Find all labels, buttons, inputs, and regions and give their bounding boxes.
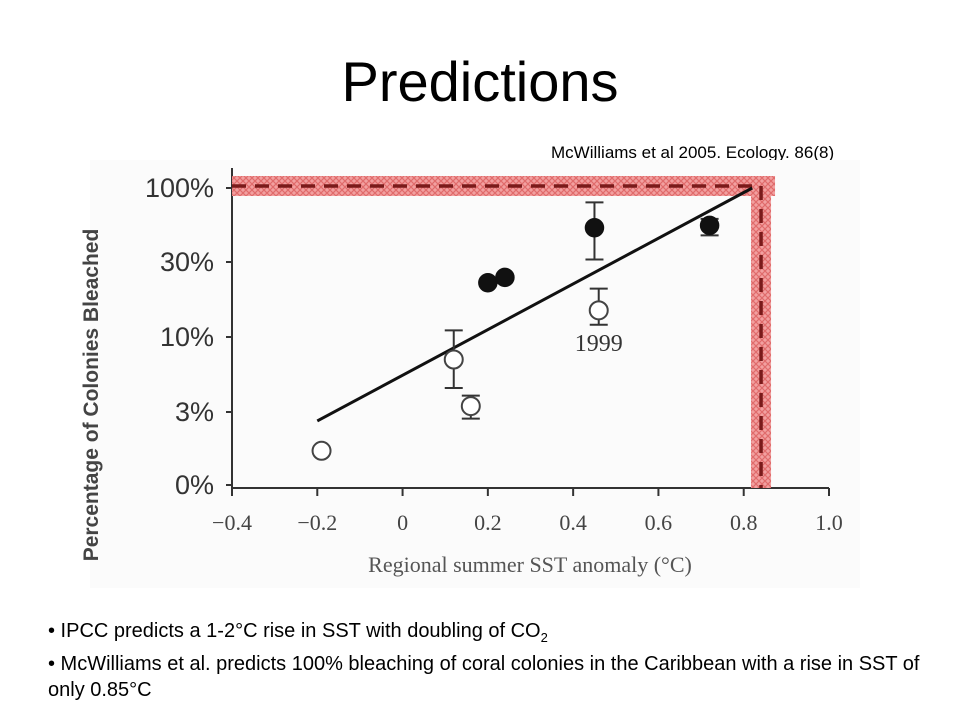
- data-point-filled: [584, 217, 605, 238]
- slide-title: Predictions: [341, 50, 619, 113]
- x-tick-label: −0.2: [297, 510, 337, 535]
- annotation-1999: 1999: [575, 331, 623, 357]
- bullet-list: • IPCC predicts a 1-2°C rise in SST with…: [48, 618, 928, 703]
- x-tick-label: 0.2: [474, 510, 502, 535]
- citation: McWilliams et al 2005. Ecology. 86(8): [551, 143, 835, 162]
- trend-line: [316, 186, 753, 423]
- y-tick-label: 3%: [175, 397, 214, 427]
- x-tick-label: −0.4: [212, 510, 252, 535]
- bleaching-chart: Percentage of Colonies Bleached Regional…: [72, 160, 862, 590]
- x-tick-label: 0.8: [730, 510, 758, 535]
- y-tick-label: 0%: [175, 470, 214, 500]
- data-point-open: [443, 349, 464, 370]
- bullet-mcwilliams: • McWilliams et al. predicts 100% bleach…: [48, 653, 920, 701]
- y-tick-label: 10%: [160, 322, 214, 352]
- data-point-filled: [478, 273, 498, 293]
- highlight-band-horizontal: [232, 176, 776, 196]
- y-axis-label: Percentage of Colonies Bleached: [80, 229, 103, 562]
- data-point-filled: [495, 267, 515, 288]
- x-tick-label: 0.6: [645, 510, 673, 535]
- x-tick-label: 0: [397, 510, 408, 535]
- y-tick-label: 30%: [160, 247, 214, 277]
- data-point-open: [460, 396, 481, 417]
- data-point-open: [588, 300, 609, 321]
- x-tick-label: 0.4: [559, 510, 587, 535]
- x-axis-label: Regional summer SST anomaly (°C): [368, 552, 692, 577]
- data-point-filled: [699, 215, 720, 236]
- data-point-open: [311, 440, 332, 461]
- x-tick-label: 1.0: [815, 510, 843, 535]
- y-tick-label: 100%: [145, 173, 214, 203]
- bullet-ipcc: • IPCC predicts a 1-2°C rise in SST with…: [48, 620, 548, 645]
